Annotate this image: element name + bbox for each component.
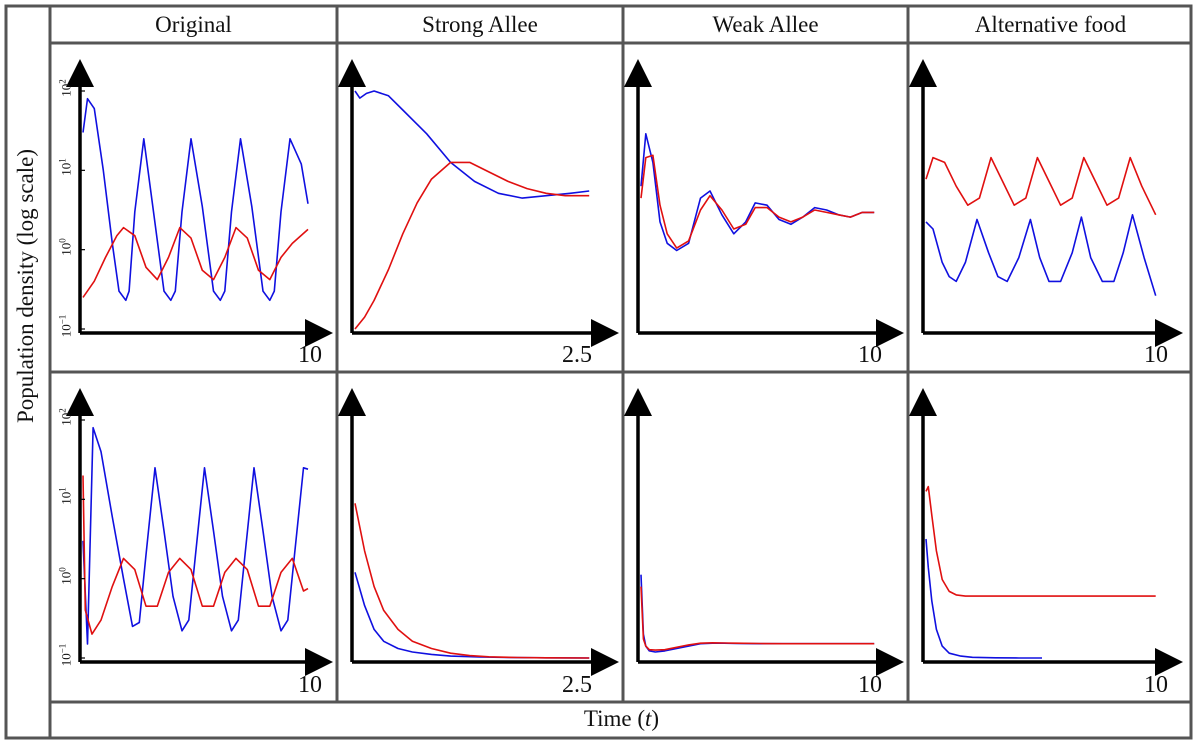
x-end-label-r2c1: 10 [298, 672, 322, 698]
prey-series-line [640, 574, 875, 653]
x-end-label-r2c4: 10 [1144, 672, 1168, 698]
panel-bottom-strong-allee [338, 388, 619, 676]
column-header-weak-allee: Weak Allee [712, 12, 819, 37]
y-axis-label: Population density (log scale) [13, 148, 38, 424]
prey-series-line [82, 426, 309, 645]
prey-series-line [354, 572, 590, 659]
prey-series-line [640, 133, 875, 252]
x-end-label-r1c3: 10 [858, 342, 882, 368]
x-end-label-r1c4: 10 [1144, 342, 1168, 368]
panel-bottom-weak-allee [624, 388, 904, 676]
column-header-original: Original [155, 12, 232, 37]
panel-top-weak-allee [624, 59, 904, 347]
prey-series-line [925, 214, 1157, 296]
predator-series-line [82, 475, 309, 635]
x-end-label-r2c3: 10 [858, 672, 882, 698]
panel-bottom-original [66, 388, 333, 676]
predator-series-line [925, 156, 1157, 216]
predator-series-line [354, 503, 590, 659]
figure-grid [4, 4, 1193, 740]
column-header-strong-allee: Strong Allee [422, 12, 538, 37]
prey-series-line [925, 538, 1042, 659]
panel-top-original [66, 59, 333, 347]
panels [66, 59, 1183, 676]
x-end-label-r1c1: 10 [298, 342, 322, 368]
x-axis-label-close: ) [651, 706, 660, 731]
prey-series-line [82, 97, 309, 302]
predator-series-line [640, 154, 875, 249]
prey-series-line [354, 90, 590, 199]
x-end-label-r1c2: 2.5 [562, 342, 592, 368]
predator-series-line [354, 161, 590, 330]
predator-series-line [640, 586, 875, 651]
panel-bottom-alternative-food [909, 388, 1183, 676]
panel-top-alternative-food [909, 59, 1183, 347]
column-header-alternative-food: Alternative food [974, 12, 1127, 37]
predator-series-line [82, 226, 309, 298]
x-axis-label-text: Time ( [583, 706, 646, 731]
predator-series-line [925, 485, 1156, 597]
x-axis-label: Time (t) [50, 702, 1193, 736]
panel-top-strong-allee [338, 59, 619, 347]
x-axis-label-variable: t [645, 706, 652, 731]
x-end-label-r2c2: 2.5 [562, 672, 592, 698]
